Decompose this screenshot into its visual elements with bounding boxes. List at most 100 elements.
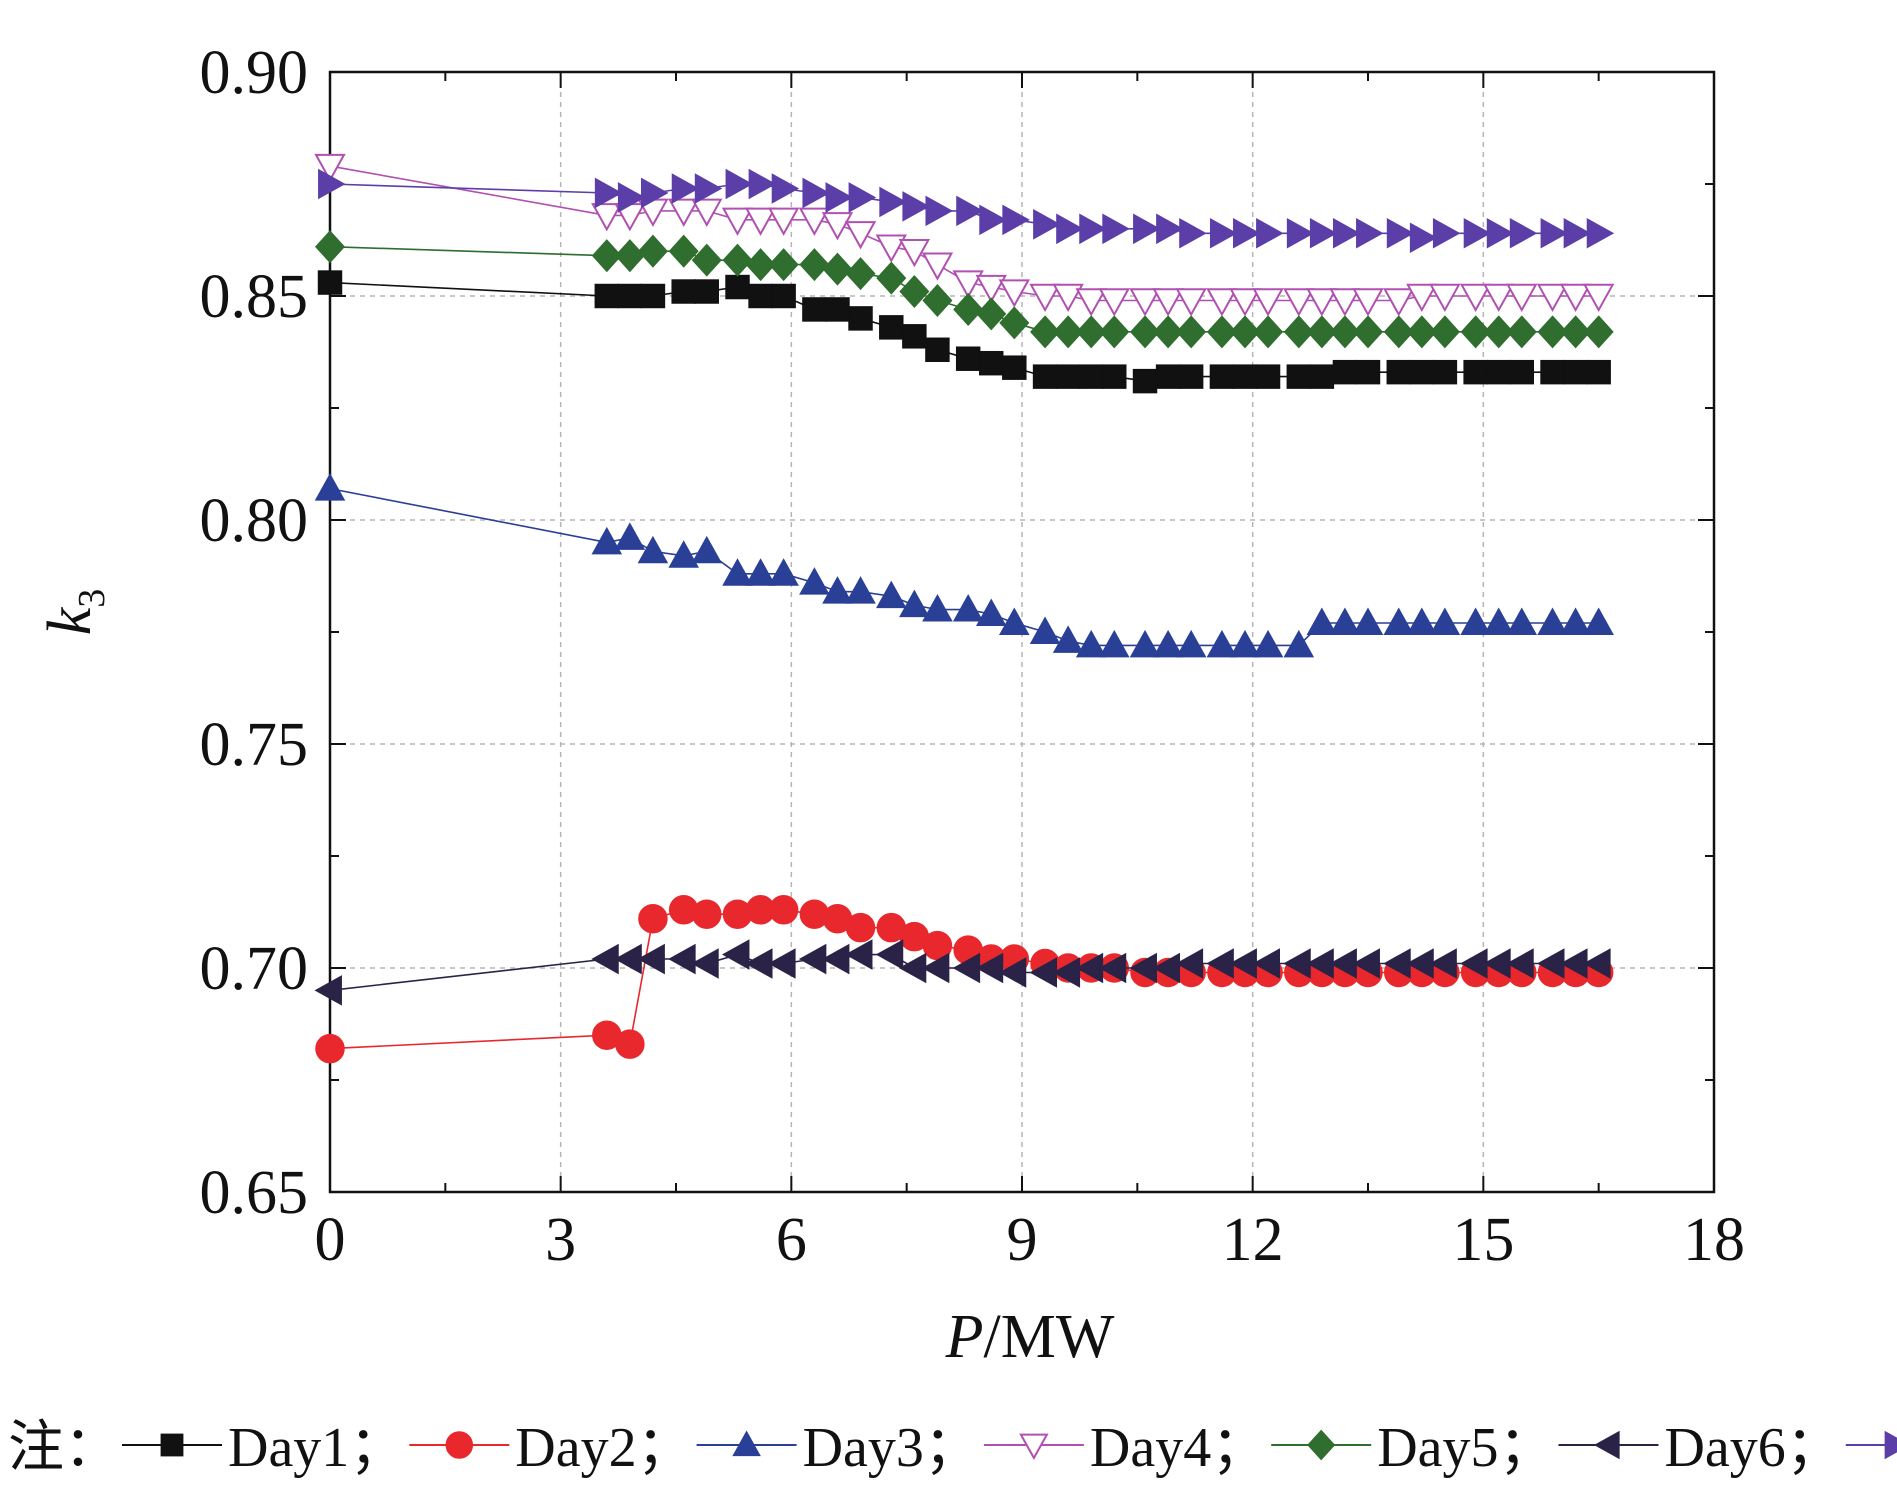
data-point xyxy=(768,558,799,586)
data-point xyxy=(1055,364,1081,389)
data-point xyxy=(1152,952,1181,984)
legend-marker xyxy=(445,1431,474,1459)
data-point xyxy=(975,274,1007,304)
data-point xyxy=(315,1033,345,1064)
data-point xyxy=(955,346,981,371)
data-point xyxy=(1206,288,1238,317)
data-point xyxy=(1309,364,1335,389)
data-point xyxy=(1506,607,1538,635)
data-point xyxy=(1079,213,1107,245)
data-point xyxy=(799,248,830,282)
data-point xyxy=(1486,218,1515,249)
data-point xyxy=(1406,607,1438,635)
x-tick-label: 3 xyxy=(545,1206,576,1274)
data-point xyxy=(767,207,800,236)
data-point xyxy=(1429,948,1457,979)
data-point xyxy=(1052,283,1084,313)
y-tick-label: 0.85 xyxy=(200,263,309,331)
data-point xyxy=(1075,629,1107,658)
data-point xyxy=(875,939,904,970)
data-point xyxy=(1102,213,1130,245)
data-point xyxy=(1463,359,1488,385)
data-point xyxy=(953,292,984,326)
data-point xyxy=(691,948,719,979)
data-point xyxy=(1233,218,1261,249)
data-point xyxy=(1252,629,1284,658)
data-point xyxy=(802,297,827,322)
data-point xyxy=(591,239,622,273)
legend-item-day7: Day7。 xyxy=(1845,1430,1897,1460)
legend-marker xyxy=(1307,1429,1336,1461)
data-point xyxy=(899,275,930,309)
data-point xyxy=(314,473,346,501)
data-point xyxy=(844,221,877,250)
data-point xyxy=(1306,607,1338,635)
data-point xyxy=(1460,315,1491,349)
data-point xyxy=(671,173,700,204)
data-point xyxy=(1175,629,1207,658)
data-point xyxy=(748,283,773,309)
data-point xyxy=(1033,209,1061,240)
data-point xyxy=(898,239,931,268)
series-day1 xyxy=(317,270,1611,394)
data-point xyxy=(1178,364,1204,389)
data-point xyxy=(640,283,666,309)
data-point xyxy=(1286,364,1312,389)
data-point xyxy=(879,315,904,340)
data-point xyxy=(976,297,1007,331)
data-point xyxy=(1283,629,1315,658)
data-point xyxy=(1352,948,1380,979)
y-tick-label: 0.70 xyxy=(200,935,309,1003)
data-point xyxy=(922,594,953,622)
data-point xyxy=(1483,315,1514,349)
data-point xyxy=(1506,315,1537,349)
data-point xyxy=(1098,952,1127,984)
y-tick-label: 0.90 xyxy=(200,39,309,107)
data-point xyxy=(1256,218,1284,249)
data-point xyxy=(1032,364,1058,389)
legend-label: Day4； xyxy=(1090,1417,1267,1479)
data-point xyxy=(1509,218,1538,249)
legend-label: Day1； xyxy=(228,1417,405,1479)
legend-label: Day3； xyxy=(803,1417,980,1479)
data-point xyxy=(1352,315,1384,349)
data-point xyxy=(1179,218,1207,249)
data-point xyxy=(1153,315,1184,349)
data-point xyxy=(722,558,753,586)
data-point xyxy=(1052,625,1084,653)
data-point xyxy=(821,943,850,975)
data-point xyxy=(1099,315,1130,349)
data-point xyxy=(1559,283,1592,313)
data-point xyxy=(1356,218,1384,249)
data-point xyxy=(594,177,623,209)
data-point xyxy=(922,283,953,317)
data-point xyxy=(1175,948,1204,979)
data-point xyxy=(875,234,907,263)
legend-marker xyxy=(1884,1430,1897,1460)
data-point xyxy=(1309,218,1338,249)
data-point xyxy=(975,598,1007,627)
data-point xyxy=(1583,948,1611,979)
data-point xyxy=(1460,607,1491,635)
data-point xyxy=(876,580,907,609)
data-point xyxy=(671,279,696,304)
data-point xyxy=(1429,283,1461,313)
data-point xyxy=(1176,315,1207,349)
data-point xyxy=(1253,315,1284,349)
legend-label: Day5； xyxy=(1377,1417,1554,1479)
data-point xyxy=(1432,218,1461,249)
data-point xyxy=(1459,283,1492,313)
data-point xyxy=(1586,218,1615,249)
y-axis-title-var: k xyxy=(36,606,104,635)
series-day5 xyxy=(314,230,1614,349)
data-point xyxy=(798,207,831,236)
data-point xyxy=(637,943,665,975)
x-tick-label: 18 xyxy=(1683,1206,1745,1274)
data-point xyxy=(821,212,854,241)
data-point xyxy=(1029,616,1061,644)
data-point xyxy=(691,535,723,564)
data-point xyxy=(768,948,796,979)
data-point xyxy=(1129,629,1161,658)
data-point xyxy=(1429,607,1461,635)
